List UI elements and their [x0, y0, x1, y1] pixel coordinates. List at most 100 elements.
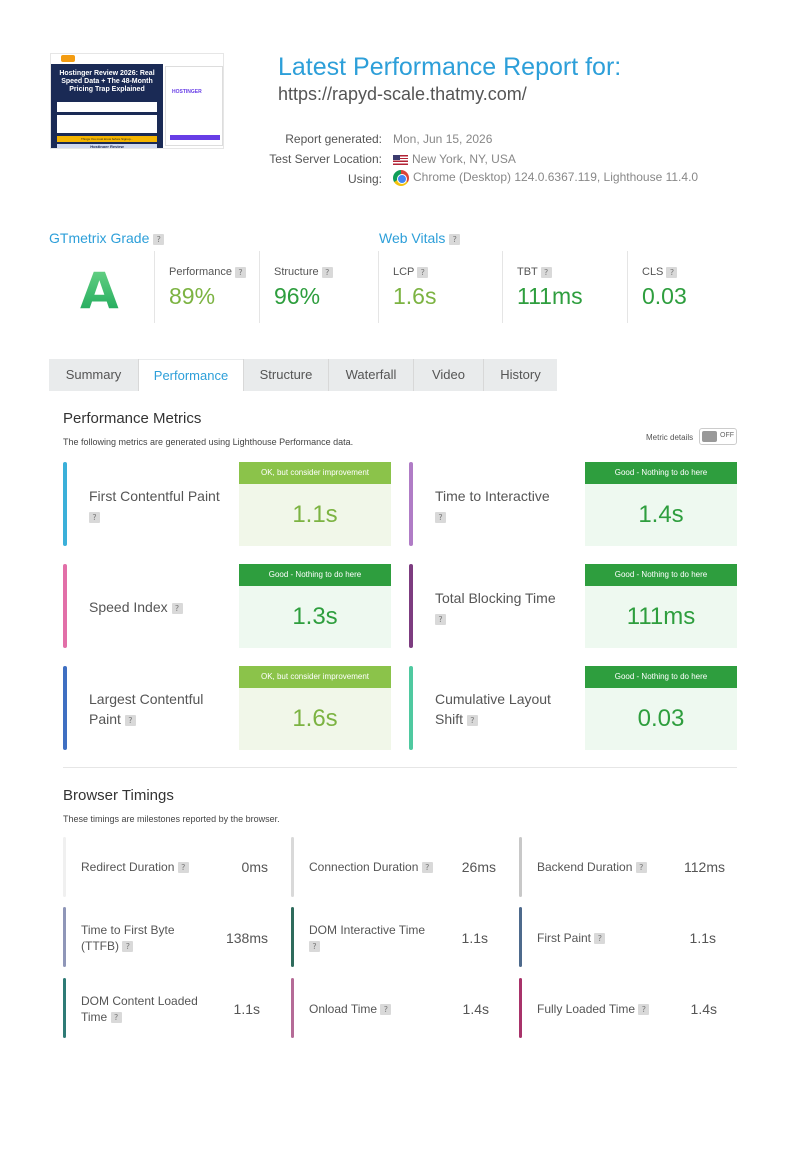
- metric-name: Total Blocking Time?: [435, 590, 556, 625]
- timing-color-bar: [291, 837, 294, 897]
- help-icon[interactable]: ?: [380, 1004, 392, 1016]
- thumbnail-sidebar: HOSTINGER: [165, 66, 223, 146]
- timing-color-bar: [291, 978, 294, 1038]
- timing-name: Redirect Duration ?: [81, 859, 211, 875]
- timing-name: Fully Loaded Time ?: [537, 1001, 677, 1017]
- tbt-label: TBT ?: [517, 266, 552, 278]
- metric-value: 1.3s: [239, 586, 391, 648]
- timing-value: 112ms: [684, 859, 725, 875]
- divider: [154, 251, 155, 323]
- help-icon[interactable]: ?: [122, 941, 134, 953]
- help-icon[interactable]: ?: [89, 511, 100, 523]
- timing-color-bar: [63, 978, 66, 1038]
- web-vitals-label: Web Vitals: [379, 230, 446, 246]
- help-icon[interactable]: ?: [435, 613, 446, 625]
- help-icon[interactable]: ?: [435, 511, 446, 523]
- timing-fully-loaded: Fully Loaded Time ? 1.4s: [519, 978, 717, 1038]
- thumbnail-button: [170, 135, 220, 140]
- timing-redirect-duration: Redirect Duration ? 0ms: [63, 837, 268, 897]
- divider: [378, 251, 379, 323]
- timing-name: Onload Time ?: [309, 1001, 439, 1017]
- cls-value: 0.03: [642, 283, 687, 309]
- server-location-value: New York, NY, USA: [412, 152, 516, 166]
- timing-value: 1.4s: [462, 1001, 489, 1017]
- thumbnail-logo: [61, 55, 75, 62]
- structure-label: Structure ?: [274, 266, 333, 278]
- tab-performance[interactable]: Performance: [139, 359, 243, 391]
- metric-card-fcp: First Contentful Paint? OK, but consider…: [63, 462, 391, 546]
- tbt-value: 111ms: [517, 283, 583, 309]
- metric-name: Largest Contentful Paint ?: [89, 691, 204, 727]
- metric-badge: Good - Nothing to do here: [585, 666, 737, 688]
- tab-structure[interactable]: Structure: [243, 359, 329, 391]
- thumbnail-footer: Hostinger Review: [57, 144, 157, 148]
- help-icon[interactable]: ?: [417, 266, 429, 278]
- tab-waterfall[interactable]: Waterfall: [329, 359, 414, 391]
- thumbnail-hero: Hostinger Review 2026: Real Speed Data +…: [51, 64, 163, 148]
- metric-value: 1.1s: [239, 484, 391, 546]
- metric-color-bar: [63, 666, 67, 750]
- performance-metrics-description: The following metrics are generated usin…: [63, 437, 354, 447]
- metric-badge: Good - Nothing to do here: [239, 564, 391, 586]
- timing-value: 138ms: [225, 930, 268, 946]
- chrome-icon: [393, 170, 409, 186]
- structure-value: 96%: [274, 283, 321, 309]
- tab-history[interactable]: History: [500, 367, 541, 382]
- report-url[interactable]: https://rapyd-scale.thatmy.com/: [278, 84, 527, 104]
- metric-value: 1.4s: [585, 484, 737, 546]
- timing-ttfb: Time to First Byte (TTFB) ? 138ms: [63, 907, 268, 967]
- timing-name: DOM Content Loaded Time ?: [81, 994, 198, 1024]
- help-icon[interactable]: ?: [321, 266, 333, 278]
- tab-summary[interactable]: Summary: [49, 359, 139, 391]
- metric-details-toggle[interactable]: OFF: [699, 428, 737, 445]
- browser-info-value: Chrome (Desktop) 124.0.6367.119, Lightho…: [413, 170, 699, 185]
- help-icon[interactable]: ?: [638, 1004, 650, 1016]
- thumbnail-topbar: [51, 54, 223, 64]
- help-icon[interactable]: ?: [666, 266, 678, 278]
- timing-dom-interactive: DOM Interactive Time? 1.1s: [291, 907, 488, 967]
- performance-label: Performance ?: [169, 266, 247, 278]
- page-screenshot-thumbnail[interactable]: Hostinger Review 2026: Real Speed Data +…: [50, 53, 224, 149]
- metric-name: Cumulative Layout Shift ?: [435, 691, 551, 727]
- help-icon[interactable]: ?: [309, 941, 320, 953]
- help-icon[interactable]: ?: [540, 266, 552, 278]
- lcp-value: 1.6s: [393, 283, 437, 309]
- help-icon[interactable]: ?: [466, 714, 478, 726]
- metric-color-bar: [409, 462, 413, 546]
- metric-card-cls: Cumulative Layout Shift ? Good - Nothing…: [409, 666, 737, 750]
- help-icon[interactable]: ?: [421, 862, 433, 874]
- help-icon[interactable]: ?: [171, 602, 183, 614]
- metric-value: 1.6s: [239, 688, 391, 750]
- divider: [627, 251, 628, 323]
- browser-timings-heading: Browser Timings: [63, 787, 174, 804]
- metric-name: Speed Index ?: [89, 597, 239, 617]
- metric-name: First Contentful Paint?: [89, 488, 220, 523]
- timing-value: 1.1s: [233, 1001, 260, 1017]
- server-location-label: Test Server Location:: [269, 152, 382, 166]
- performance-value: 89%: [169, 283, 216, 309]
- report-generated-label: Report generated:: [285, 132, 382, 146]
- help-icon[interactable]: ?: [124, 714, 136, 726]
- help-icon[interactable]: ?: [449, 233, 461, 245]
- help-icon[interactable]: ?: [110, 1012, 122, 1024]
- toggle-state: OFF: [720, 432, 734, 439]
- metric-name: Time to Interactive?: [435, 488, 550, 523]
- help-icon[interactable]: ?: [235, 266, 247, 278]
- help-icon[interactable]: ?: [177, 862, 189, 874]
- timing-name: Time to First Byte (TTFB) ?: [81, 923, 175, 953]
- metric-color-bar: [409, 666, 413, 750]
- help-icon[interactable]: ?: [635, 862, 647, 874]
- help-icon[interactable]: ?: [594, 933, 606, 945]
- help-icon[interactable]: ?: [153, 233, 165, 245]
- timing-connection-duration: Connection Duration ? 26ms: [291, 837, 496, 897]
- lcp-label: LCP ?: [393, 266, 429, 278]
- thumbnail-brand: HOSTINGER: [172, 89, 202, 95]
- timing-color-bar: [519, 907, 522, 967]
- metric-badge: Good - Nothing to do here: [585, 564, 737, 586]
- server-location: New York, NY, USA: [393, 152, 516, 166]
- timing-backend-duration: Backend Duration ? 112ms: [519, 837, 725, 897]
- tab-video[interactable]: Video: [414, 359, 484, 391]
- gtmetrix-grade-label: GTmetrix Grade: [49, 230, 150, 246]
- toggle-knob: [702, 431, 717, 442]
- timing-color-bar: [63, 907, 66, 967]
